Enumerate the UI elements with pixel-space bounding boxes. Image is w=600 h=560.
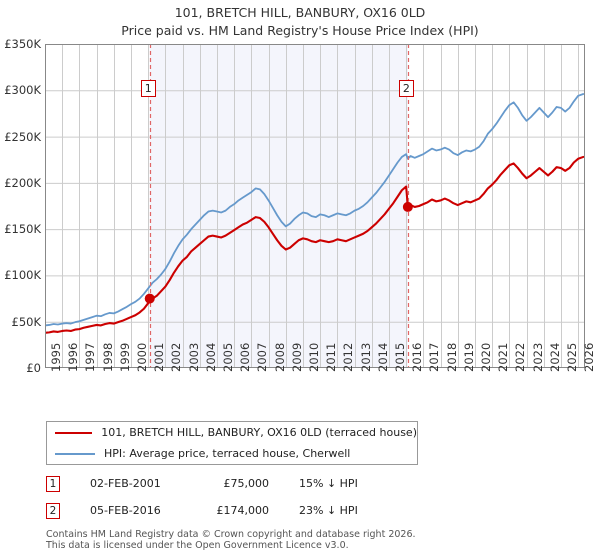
x-axis-tick-label: 2021 [496,342,511,372]
x-axis-tick-label: 2009 [289,342,304,372]
x-axis-tick-label: 2006 [238,342,253,372]
x-axis-tick-label: 2004 [203,342,218,372]
x-axis-tick-label: 2024 [547,342,562,372]
sale-point [402,201,413,212]
shaded-band-group [149,44,408,368]
y-axis-tick-label: £100K [4,268,41,283]
transaction-delta-2: 23% ↓ HPI [299,504,358,517]
x-axis-tick-label: 2019 [461,342,476,372]
chart-plot-svg [45,44,585,368]
x-axis-tick-label: 2013 [358,342,373,372]
legend-item-hpi: HPI: Average price, terraced house, Cher… [47,443,417,464]
series-line-price-paid [45,155,585,334]
price-history-chart: £0 £50K £100K £150K £200K £250K £300K £350K 199… [4,37,596,375]
x-axis-tick-label: 2022 [513,342,528,372]
x-axis-tick-label: 2020 [478,342,493,372]
x-axis-tick-label: 2014 [375,342,390,372]
x-axis-tick-label: 2016 [410,342,425,372]
x-axis-tick-label: 2011 [324,342,339,372]
legend-item-price: 101, BRETCH HILL, BANBURY, OX16 0LD (ter… [47,422,417,443]
transaction-price-2: £174,000 [216,504,270,517]
transaction-marker-2: 2 [46,503,60,519]
transaction-date-1: 02-FEB-2001 [90,477,161,490]
y-axis-tick-label: £50K [11,314,42,329]
transaction-date-2: 05-FEB-2016 [90,504,161,517]
x-axis-tick-label: 1998 [100,342,115,372]
legend-label-hpi: HPI: Average price, terraced house, Cher… [104,447,351,460]
x-axis-tick-label: 2026 [582,342,597,372]
x-axis-tick-label: 1999 [117,342,132,372]
y-axis-tick-label: £350K [4,37,41,51]
title-line-1: 101, BRETCH HILL, BANBURY, OX16 0LD [174,5,426,20]
chart-flag-2: 2 [398,80,414,98]
series-group [45,93,585,334]
x-axis-tick-label: 2007 [255,342,270,372]
y-axis-tick-label: £200K [4,175,41,190]
chart-flag-1: 1 [140,80,156,98]
legend-swatch-price [55,431,93,434]
footer-line-2: This data is licensed under the Open Gov… [46,540,349,551]
x-axis-tick-label: 2012 [341,342,356,372]
x-axis-tick-label: 2025 [564,342,579,372]
transaction-price-1: £75,000 [223,477,270,490]
transaction-marker-1: 1 [46,476,60,492]
plot-border [45,44,585,368]
x-axis-tick-label: 2008 [272,342,287,372]
legend-swatch-hpi [55,452,95,455]
x-axis-tick-label: 1996 [66,342,81,372]
x-axis-tick-label: 2003 [186,342,201,372]
y-axis-tick-label: £300K [4,83,41,98]
footer-line-1: Contains HM Land Registry data © Crown c… [46,529,416,540]
x-axis-tick-label: 2000 [134,342,149,372]
attribution-footer: Contains HM Land Registry data © Crown c… [46,529,586,551]
title-line-2: Price paid vs. HM Land Registry's House … [121,23,479,38]
y-axis-tick-label: £0 [26,361,41,375]
page-title: 101, BRETCH HILL, BANBURY, OX16 0LD Pric… [0,4,600,40]
x-axis-tick-label: 2005 [220,342,235,372]
x-axis-tick-label: 2017 [427,342,442,372]
x-axis-tick-label: 2010 [306,342,321,372]
chart-legend: 101, BRETCH HILL, BANBURY, OX16 0LD (ter… [46,421,418,465]
y-axis-tick-label: £250K [4,129,41,144]
legend-label-price: 101, BRETCH HILL, BANBURY, OX16 0LD (ter… [101,426,417,439]
transaction-delta-1: 15% ↓ HPI [299,477,358,490]
x-axis-tick-label: 2015 [392,342,407,372]
x-axis-tick-label: 1997 [83,342,98,372]
y-axis-tick-label: £150K [4,222,41,237]
series-line-hpi [45,93,585,327]
x-axis-tick-label: 2002 [169,342,184,372]
grid-group [45,44,585,368]
x-axis-tick-label: 2001 [152,342,167,372]
x-axis-tick-label: 2018 [444,342,459,372]
x-axis-tick-label: 2023 [530,342,545,372]
sale-point [144,293,155,304]
sale-points-group [144,201,413,304]
x-axis-tick-label: 1995 [49,342,63,372]
shaded-band [149,44,408,368]
